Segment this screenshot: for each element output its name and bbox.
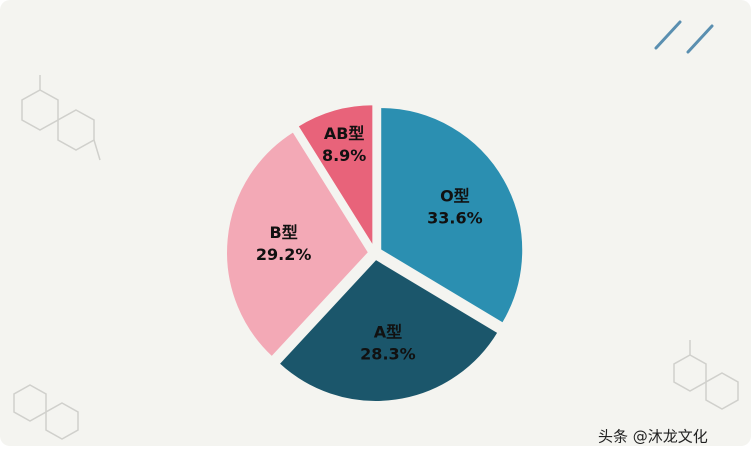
slice-category-label: B型 [270, 223, 298, 242]
syringe-icon [654, 20, 714, 54]
slice-category-label: O型 [440, 186, 470, 205]
slice-value-label: 29.2% [256, 245, 312, 264]
slice-value-label: 28.3% [360, 344, 416, 363]
slice-category-label: A型 [374, 322, 402, 341]
slice-value-label: 8.9% [322, 146, 366, 165]
watermark: 头条 @沐龙文化 [598, 428, 708, 446]
pie-slice [225, 129, 371, 359]
decoration [13, 75, 739, 440]
background [0, 0, 751, 446]
pie-slice [296, 103, 375, 251]
slice-value-label: 33.6% [427, 208, 483, 227]
slice-category-label: AB型 [324, 124, 365, 143]
pie-slice [379, 106, 525, 325]
pie-slice [277, 257, 500, 403]
